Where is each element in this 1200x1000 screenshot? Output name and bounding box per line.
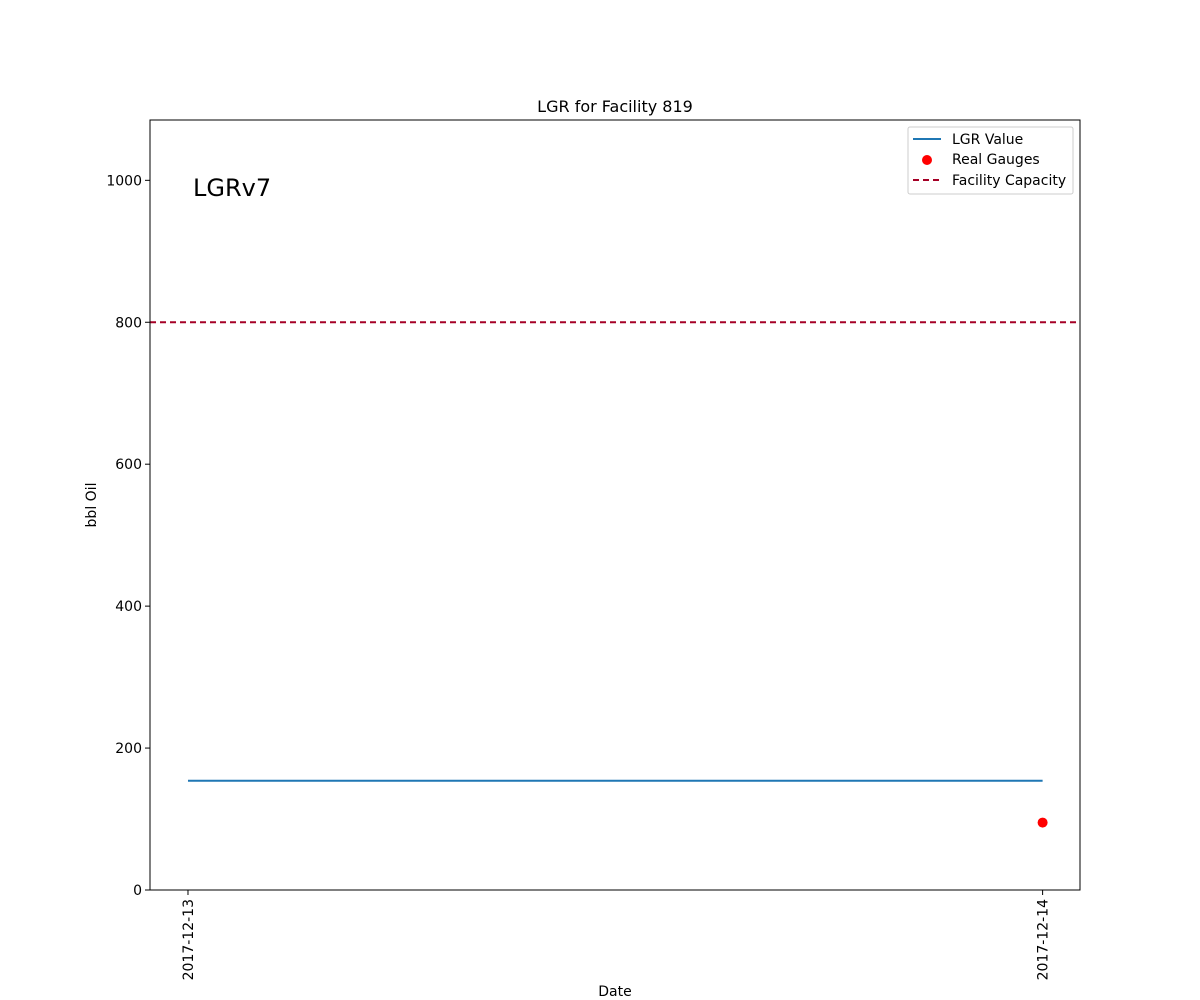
series-layer [150, 321, 1080, 828]
model-version-annotation: LGRv7 [193, 174, 271, 202]
y-tick-label: 200 [115, 741, 142, 757]
y-tick-label: 400 [115, 599, 142, 615]
legend-box [907, 126, 1074, 195]
x-tick-label: 2017-12-14 [1036, 899, 1052, 980]
legend-label-real-gauges: Real Gauges [952, 152, 1040, 168]
chart-title: LGR for Facility 819 [537, 97, 693, 116]
x-tick-label: 2017-12-13 [181, 899, 197, 980]
x-axis: 2017-12-13 2017-12-14 [181, 890, 1052, 980]
y-tick-label: 800 [115, 315, 142, 331]
legend-label-facility-capacity: Facility Capacity [952, 173, 1066, 189]
real-gauges-point [1037, 817, 1048, 828]
legend: LGR Value Real Gauges Facility Capacity [907, 126, 1074, 195]
plot-area [150, 120, 1080, 890]
legend-swatch-real-gauges [922, 155, 932, 165]
y-tick-label: 0 [133, 883, 142, 899]
y-tick-label: 1000 [106, 173, 142, 189]
legend-label-lgr-value: LGR Value [952, 132, 1023, 148]
y-axis: 0 200 400 600 800 1000 [106, 173, 150, 899]
y-axis-label: bbl Oil [84, 483, 100, 528]
y-tick-label: 600 [115, 457, 142, 473]
plot-frame [149, 119, 1081, 891]
x-axis-label: Date [598, 984, 631, 1000]
plot-background [150, 120, 1080, 890]
